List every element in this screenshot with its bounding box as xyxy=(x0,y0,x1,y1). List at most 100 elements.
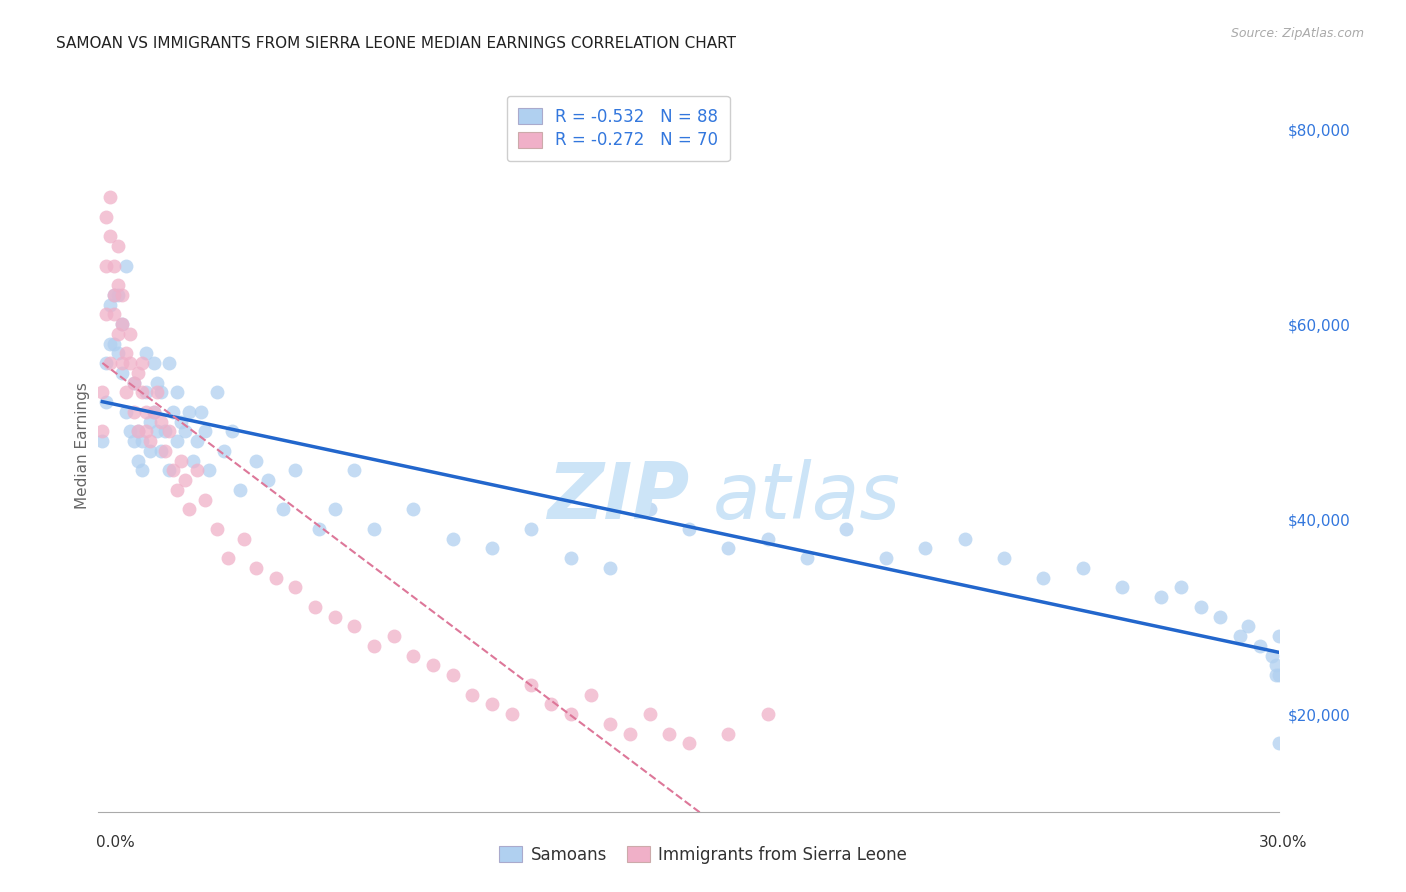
Point xyxy=(122,434,145,449)
Point xyxy=(103,288,125,302)
Text: SAMOAN VS IMMIGRANTS FROM SIERRA LEONE MEDIAN EARNINGS CORRELATION CHART: SAMOAN VS IMMIGRANTS FROM SIERRA LEONE M… xyxy=(56,36,737,51)
Point xyxy=(115,259,138,273)
Text: 30.0%: 30.0% xyxy=(1260,836,1308,850)
Point xyxy=(284,581,307,595)
Point xyxy=(233,532,256,546)
Point xyxy=(131,356,153,370)
Point xyxy=(993,551,1015,566)
Point xyxy=(103,336,125,351)
Point xyxy=(98,356,121,370)
Point xyxy=(127,425,149,439)
Point xyxy=(197,463,219,477)
Point xyxy=(96,307,118,321)
Point xyxy=(131,385,153,400)
Point xyxy=(678,522,700,536)
Point xyxy=(146,385,169,400)
Point xyxy=(135,425,157,439)
Point xyxy=(190,405,212,419)
Point xyxy=(579,688,602,702)
Point xyxy=(402,648,425,663)
Point xyxy=(98,297,121,311)
Point xyxy=(481,541,503,556)
Text: Source: ZipAtlas.com: Source: ZipAtlas.com xyxy=(1230,27,1364,40)
Point xyxy=(131,463,153,477)
Point xyxy=(284,463,307,477)
Point xyxy=(150,385,173,400)
Legend: Samoans, Immigrants from Sierra Leone: Samoans, Immigrants from Sierra Leone xyxy=(492,839,914,871)
Point xyxy=(166,385,188,400)
Point xyxy=(678,736,700,750)
Point xyxy=(138,415,160,429)
Point xyxy=(638,502,661,516)
Point xyxy=(111,317,134,331)
Point xyxy=(914,541,936,556)
Point xyxy=(127,366,149,380)
Point xyxy=(162,463,184,477)
Point xyxy=(1229,629,1251,643)
Point xyxy=(638,707,661,722)
Point xyxy=(304,599,326,614)
Point xyxy=(138,434,160,449)
Point xyxy=(170,415,193,429)
Point xyxy=(98,190,121,204)
Point xyxy=(1209,609,1232,624)
Point xyxy=(98,336,121,351)
Point xyxy=(308,522,330,536)
Point xyxy=(111,317,134,331)
Point xyxy=(166,483,188,497)
Text: atlas: atlas xyxy=(713,459,900,535)
Point xyxy=(146,376,169,390)
Point xyxy=(1260,648,1282,663)
Point xyxy=(1237,619,1260,633)
Point xyxy=(1071,561,1094,575)
Point xyxy=(103,288,125,302)
Point xyxy=(1268,629,1291,643)
Point xyxy=(205,385,228,400)
Point xyxy=(1268,668,1291,682)
Point xyxy=(111,356,134,370)
Point xyxy=(1264,658,1286,673)
Point xyxy=(91,434,114,449)
Point xyxy=(343,463,366,477)
Point xyxy=(1111,581,1133,595)
Point xyxy=(107,288,129,302)
Point xyxy=(323,609,346,624)
Point xyxy=(103,259,125,273)
Point xyxy=(1268,736,1291,750)
Point xyxy=(170,453,193,467)
Point xyxy=(138,443,160,458)
Point xyxy=(402,502,425,516)
Point xyxy=(214,443,236,458)
Point xyxy=(127,425,149,439)
Point xyxy=(461,688,484,702)
Point xyxy=(155,443,177,458)
Point xyxy=(122,376,145,390)
Point xyxy=(245,453,267,467)
Point xyxy=(181,453,204,467)
Point xyxy=(1189,599,1212,614)
Point xyxy=(205,522,228,536)
Point xyxy=(1032,571,1054,585)
Point xyxy=(142,356,165,370)
Point xyxy=(115,405,138,419)
Point xyxy=(142,405,165,419)
Point xyxy=(135,346,157,360)
Point xyxy=(142,405,165,419)
Point xyxy=(118,356,141,370)
Point xyxy=(174,473,197,487)
Point xyxy=(560,551,582,566)
Point xyxy=(1150,590,1173,604)
Point xyxy=(155,425,177,439)
Point xyxy=(540,698,562,712)
Point xyxy=(658,727,681,741)
Point xyxy=(382,629,405,643)
Point xyxy=(107,239,129,253)
Point xyxy=(1264,668,1286,682)
Legend: R = -0.532   N = 88, R = -0.272   N = 70: R = -0.532 N = 88, R = -0.272 N = 70 xyxy=(506,96,730,161)
Point xyxy=(96,356,118,370)
Point xyxy=(796,551,818,566)
Point xyxy=(174,425,197,439)
Point xyxy=(96,210,118,224)
Point xyxy=(441,668,464,682)
Point xyxy=(157,425,180,439)
